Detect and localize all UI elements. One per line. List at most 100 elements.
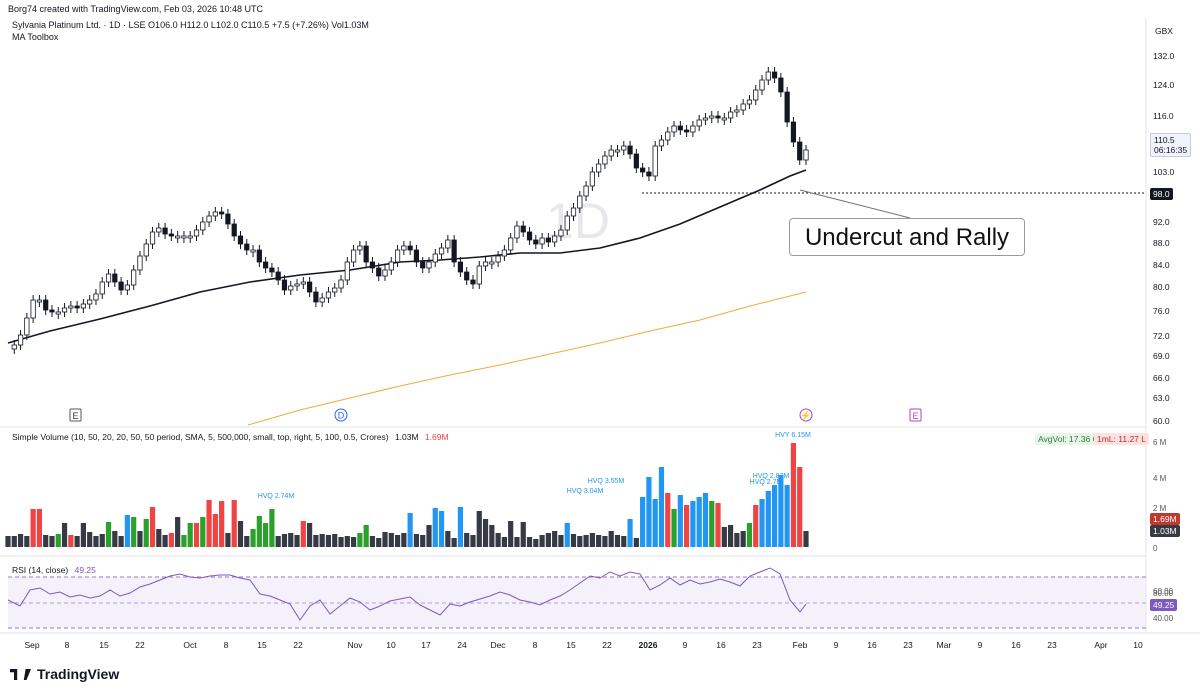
volume-bars[interactable] — [5, 443, 809, 547]
candle[interactable] — [357, 245, 363, 251]
ma-line-black[interactable] — [7, 169, 807, 344]
volume-bar[interactable] — [244, 536, 250, 547]
volume-bar[interactable] — [646, 477, 652, 547]
volume-bar[interactable] — [740, 531, 746, 547]
volume-bar[interactable] — [5, 536, 11, 547]
brand-logo[interactable]: TradingView — [10, 666, 119, 682]
candle[interactable] — [715, 115, 721, 119]
volume-bar[interactable] — [614, 535, 621, 547]
candle[interactable] — [482, 261, 489, 267]
volume-bar[interactable] — [771, 485, 778, 547]
candle[interactable] — [665, 131, 671, 141]
volume-bar[interactable] — [369, 536, 376, 547]
event-markers[interactable]: E D ⚡ E — [69, 408, 922, 422]
volume-bar[interactable] — [715, 503, 721, 547]
rsi-indicator-label[interactable]: RSI (14, close) 49.25 — [12, 565, 96, 575]
candle[interactable] — [294, 283, 300, 287]
candle[interactable] — [539, 237, 545, 245]
volume-bar[interactable] — [61, 523, 68, 547]
candle[interactable] — [621, 145, 627, 151]
candle[interactable] — [24, 317, 30, 336]
volume-bar[interactable] — [350, 537, 357, 547]
volume-bar[interactable] — [175, 517, 181, 547]
candle[interactable] — [413, 249, 420, 263]
volume-bar[interactable] — [677, 495, 683, 547]
candle[interactable] — [489, 261, 495, 265]
volume-bar[interactable] — [30, 509, 36, 547]
volume-bar[interactable] — [803, 531, 809, 547]
candle[interactable] — [658, 139, 665, 147]
volume-bar[interactable] — [432, 508, 438, 547]
candle[interactable] — [231, 223, 237, 237]
volume-bar[interactable] — [225, 533, 231, 547]
candle[interactable] — [156, 227, 162, 233]
volume-bar[interactable] — [332, 534, 338, 547]
candle[interactable] — [740, 103, 746, 111]
volume-bar[interactable] — [307, 523, 313, 547]
volume-bar[interactable] — [118, 536, 124, 547]
volume-bar[interactable] — [313, 535, 319, 547]
volume-bar[interactable] — [187, 523, 193, 547]
candle[interactable] — [382, 269, 388, 277]
candle[interactable] — [338, 279, 344, 289]
volume-bar[interactable] — [112, 531, 118, 547]
candle[interactable] — [99, 281, 105, 295]
volume-bar[interactable] — [652, 499, 658, 547]
volume-bar[interactable] — [501, 537, 507, 547]
candle[interactable] — [200, 221, 206, 231]
candle[interactable] — [570, 207, 577, 217]
candle[interactable] — [420, 261, 426, 269]
volume-bar[interactable] — [482, 519, 489, 547]
volume-bar[interactable] — [231, 500, 237, 547]
candle[interactable] — [250, 249, 256, 253]
candle[interactable] — [501, 249, 507, 257]
candle[interactable] — [596, 163, 602, 173]
volume-bar[interactable] — [784, 485, 790, 547]
volume-bar[interactable] — [445, 531, 451, 547]
volume-bar[interactable] — [156, 529, 162, 547]
candle[interactable] — [652, 145, 658, 177]
volume-bar[interactable] — [759, 499, 765, 547]
candle[interactable] — [602, 155, 608, 165]
volume-bar[interactable] — [206, 500, 212, 547]
volume-bar[interactable] — [74, 536, 80, 547]
candle[interactable] — [244, 243, 250, 251]
candle[interactable] — [709, 115, 715, 119]
volume-bar[interactable] — [344, 536, 350, 547]
candle[interactable] — [168, 233, 174, 237]
candle[interactable] — [131, 269, 137, 286]
candle[interactable] — [558, 229, 564, 237]
flash-icon[interactable]: ⚡ — [800, 410, 811, 422]
candle[interactable] — [55, 311, 61, 315]
volume-bar[interactable] — [68, 535, 74, 547]
candle[interactable] — [734, 109, 740, 113]
candle[interactable] — [80, 303, 87, 309]
candle[interactable] — [608, 149, 614, 157]
candle[interactable] — [790, 121, 797, 143]
candle[interactable] — [759, 79, 765, 91]
volume-bar[interactable] — [250, 529, 256, 547]
volume-bar[interactable] — [526, 537, 533, 547]
volume-bar[interactable] — [137, 531, 143, 547]
volume-bar[interactable] — [514, 537, 520, 547]
volume-bar[interactable] — [181, 535, 187, 547]
volume-bar[interactable] — [696, 497, 702, 547]
candle[interactable] — [464, 271, 470, 281]
candle[interactable] — [470, 279, 476, 285]
volume-bar[interactable] — [457, 507, 464, 547]
candle[interactable] — [746, 99, 753, 105]
volume-bar[interactable] — [539, 535, 545, 547]
candle[interactable] — [237, 235, 244, 245]
volume-bar[interactable] — [325, 535, 332, 547]
volume-bar[interactable] — [778, 475, 784, 547]
candle[interactable] — [143, 243, 149, 257]
volume-bar[interactable] — [797, 467, 803, 547]
volume-bar[interactable] — [564, 523, 570, 547]
volume-bar[interactable] — [407, 513, 413, 547]
candle[interactable] — [87, 299, 93, 305]
candle[interactable] — [520, 225, 526, 233]
candle[interactable] — [577, 195, 583, 209]
volume-bar[interactable] — [420, 535, 426, 547]
volume-bar[interactable] — [24, 536, 30, 547]
